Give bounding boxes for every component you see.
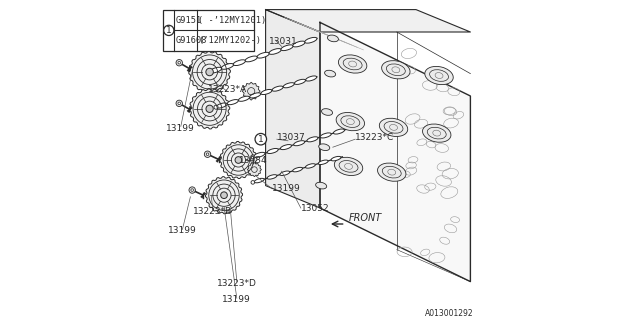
Text: ( -’12MY1201): ( -’12MY1201)	[198, 15, 266, 25]
Ellipse shape	[267, 175, 277, 179]
Polygon shape	[242, 82, 260, 100]
Ellipse shape	[320, 133, 332, 138]
Circle shape	[176, 100, 182, 107]
Text: 1: 1	[258, 135, 264, 144]
Polygon shape	[205, 177, 243, 214]
Ellipse shape	[318, 160, 328, 164]
Ellipse shape	[254, 178, 264, 183]
Ellipse shape	[331, 156, 341, 161]
Text: 13199: 13199	[272, 184, 301, 193]
Text: 13199: 13199	[166, 124, 195, 132]
Ellipse shape	[328, 35, 339, 42]
Ellipse shape	[284, 83, 294, 88]
Ellipse shape	[280, 145, 291, 150]
Ellipse shape	[272, 86, 283, 91]
Ellipse shape	[380, 118, 408, 136]
Ellipse shape	[216, 103, 227, 108]
Ellipse shape	[306, 76, 317, 81]
Circle shape	[206, 105, 213, 112]
Ellipse shape	[307, 137, 318, 142]
Ellipse shape	[239, 96, 250, 101]
Circle shape	[221, 192, 227, 198]
Circle shape	[204, 151, 211, 157]
Text: 13199: 13199	[168, 226, 196, 235]
Circle shape	[255, 133, 267, 145]
Text: 13223*D: 13223*D	[217, 279, 257, 288]
Ellipse shape	[269, 49, 281, 54]
Circle shape	[176, 60, 182, 66]
Text: 13034: 13034	[239, 156, 267, 164]
Ellipse shape	[378, 163, 406, 181]
Ellipse shape	[267, 148, 278, 154]
Polygon shape	[220, 141, 257, 179]
Text: 13037: 13037	[277, 133, 305, 142]
Ellipse shape	[257, 52, 269, 58]
Ellipse shape	[305, 164, 316, 168]
Text: 13031: 13031	[269, 37, 298, 46]
Ellipse shape	[280, 171, 290, 175]
Ellipse shape	[321, 109, 333, 115]
Polygon shape	[266, 10, 320, 208]
FancyBboxPatch shape	[163, 10, 254, 51]
Ellipse shape	[254, 152, 265, 157]
Ellipse shape	[294, 79, 305, 84]
Circle shape	[206, 153, 209, 156]
Polygon shape	[189, 51, 230, 93]
Ellipse shape	[250, 93, 260, 98]
Circle shape	[207, 70, 212, 74]
Text: G9151: G9151	[175, 15, 202, 25]
Circle shape	[251, 180, 255, 184]
Text: 13223*B: 13223*B	[193, 207, 232, 216]
Polygon shape	[247, 163, 262, 177]
Text: 13052: 13052	[301, 204, 330, 212]
Ellipse shape	[209, 67, 221, 73]
Ellipse shape	[422, 124, 451, 142]
Ellipse shape	[305, 37, 317, 43]
Polygon shape	[266, 10, 470, 32]
Circle shape	[178, 102, 180, 105]
Text: 13223*C: 13223*C	[355, 133, 394, 142]
Ellipse shape	[261, 90, 272, 94]
Ellipse shape	[336, 113, 365, 131]
Circle shape	[164, 25, 174, 36]
Ellipse shape	[292, 167, 303, 172]
Text: 13223*A: 13223*A	[207, 85, 247, 94]
Ellipse shape	[316, 182, 326, 189]
Ellipse shape	[281, 45, 293, 51]
Ellipse shape	[233, 60, 246, 66]
Ellipse shape	[227, 100, 238, 105]
Text: 1: 1	[166, 26, 172, 35]
Ellipse shape	[425, 67, 453, 84]
Circle shape	[235, 157, 242, 163]
Text: 13199: 13199	[223, 295, 251, 304]
Circle shape	[191, 189, 193, 191]
Polygon shape	[189, 89, 230, 129]
Circle shape	[178, 61, 180, 64]
Ellipse shape	[221, 64, 234, 69]
Ellipse shape	[333, 129, 344, 134]
Circle shape	[206, 68, 213, 76]
Ellipse shape	[245, 56, 257, 62]
Ellipse shape	[381, 61, 410, 79]
Text: FRONT: FRONT	[349, 212, 382, 223]
Circle shape	[214, 105, 218, 109]
Text: (’12MY1202-): (’12MY1202-)	[198, 36, 261, 45]
Circle shape	[251, 155, 255, 159]
Ellipse shape	[339, 55, 367, 73]
Ellipse shape	[334, 157, 363, 175]
Text: G91608: G91608	[175, 36, 207, 45]
Circle shape	[189, 187, 195, 193]
Ellipse shape	[324, 70, 335, 77]
Ellipse shape	[292, 41, 305, 47]
Ellipse shape	[319, 144, 330, 150]
Ellipse shape	[294, 141, 305, 146]
Polygon shape	[320, 22, 470, 282]
Text: A013001292: A013001292	[425, 309, 474, 318]
